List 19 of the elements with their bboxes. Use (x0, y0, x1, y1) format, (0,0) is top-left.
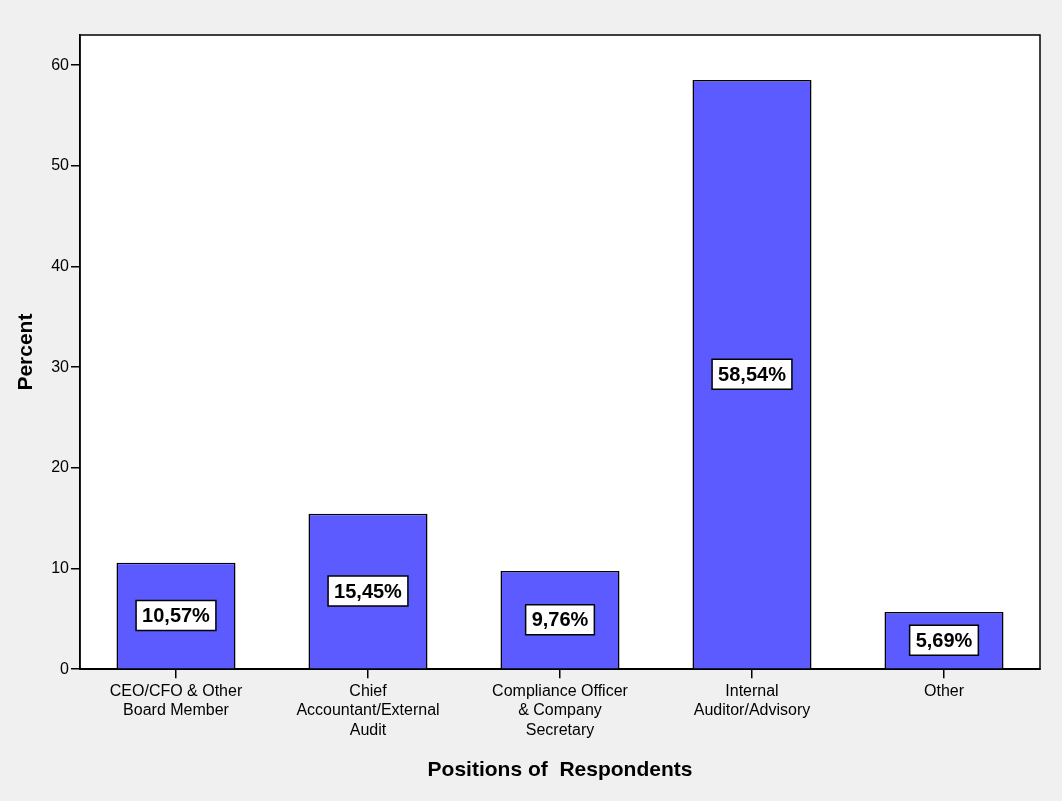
y-tick-label: 40 (51, 256, 70, 274)
data-label: 58,54% (718, 362, 787, 385)
x-axis-title: Positions of Respondents (427, 757, 693, 781)
data-label: 9,76% (531, 608, 589, 631)
y-tick-label: 50 (51, 156, 70, 174)
data-label: 10,57% (142, 604, 211, 627)
x-tick-label: Chief Accountant/External Audit (296, 682, 440, 738)
y-tick-label: 30 (51, 357, 70, 375)
data-label: 5,69% (915, 628, 973, 651)
y-tick-label: 60 (51, 55, 70, 73)
x-tick-label: Compliance Officer & Company Secretary (492, 682, 629, 738)
x-tick-label: CEO/CFO & Other Board Member (109, 682, 243, 719)
y-axis-title: Percent (13, 313, 37, 391)
data-label: 15,45% (334, 579, 403, 602)
y-tick-label: 0 (60, 659, 70, 677)
y-tick-label: 20 (51, 458, 70, 476)
x-tick-label: Other (923, 682, 965, 700)
x-tick-label: Internal Auditor/Advisory (693, 682, 811, 719)
y-tick-label: 10 (51, 558, 70, 576)
